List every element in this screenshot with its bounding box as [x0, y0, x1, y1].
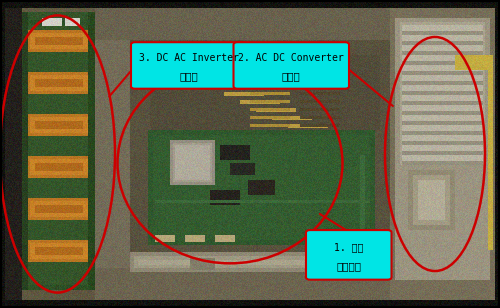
Text: 2. AC DC Converter: 2. AC DC Converter — [238, 53, 344, 63]
FancyBboxPatch shape — [306, 230, 392, 280]
FancyBboxPatch shape — [234, 42, 349, 89]
Text: 3. DC AC Inverter: 3. DC AC Inverter — [139, 53, 238, 63]
Text: 电源板: 电源板 — [282, 71, 300, 81]
Text: 电源板: 电源板 — [180, 71, 198, 81]
FancyBboxPatch shape — [131, 42, 246, 89]
Text: 1. 信号: 1. 信号 — [334, 242, 364, 252]
Text: 处理主板: 处理主板 — [336, 261, 361, 271]
